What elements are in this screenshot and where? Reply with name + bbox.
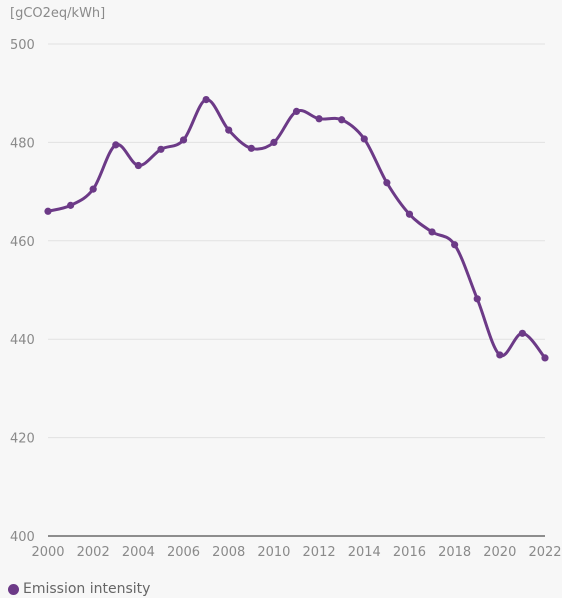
x-tick-label: 2022: [528, 545, 561, 560]
series-line: [46, 98, 547, 360]
data-point: [428, 228, 436, 236]
line-chart-svg: 400 420 440 460 480 500 2000 2002 2004 2006 2008 20…: [10, 38, 562, 560]
data-point: [66, 201, 75, 209]
data-point: [292, 107, 301, 116]
legend-marker-icon: [8, 583, 19, 595]
x-tick-label: 2016: [393, 545, 426, 560]
data-point: [179, 136, 188, 144]
y-axis-unit-label: [gCO2eq/kWh]: [10, 6, 106, 21]
data-point: [202, 95, 210, 104]
y-tick-label: 480: [10, 136, 35, 151]
legend: Emission intensity: [8, 581, 150, 597]
y-tick-label: 400: [10, 530, 35, 545]
data-point: [157, 145, 165, 153]
data-point: [247, 144, 255, 152]
data-point: [496, 351, 504, 359]
y-tick-label: 440: [10, 333, 35, 348]
data-point: [360, 135, 368, 143]
x-tick-label: 2008: [212, 545, 245, 560]
x-tick-label: 2010: [257, 545, 290, 560]
data-point: [405, 210, 414, 218]
x-tick-label: 2000: [31, 545, 64, 560]
data-point: [338, 116, 346, 124]
x-tick-label: 2004: [122, 545, 155, 560]
data-point: [383, 179, 391, 187]
x-tick-label: 2002: [77, 545, 110, 560]
x-tick-label: 2014: [348, 545, 381, 560]
y-tick-label: 500: [10, 38, 35, 53]
data-point: [44, 207, 52, 215]
y-tick-label: 460: [10, 235, 35, 250]
data-point: [134, 161, 142, 170]
x-tick-label: 2012: [303, 545, 336, 560]
data-point: [315, 115, 323, 123]
data-point: [541, 354, 549, 362]
data-point: [112, 141, 120, 149]
data-point: [225, 126, 233, 134]
data-point: [89, 185, 97, 193]
x-tick-label: 2006: [167, 545, 200, 560]
data-point: [270, 138, 278, 146]
data-point: [473, 295, 481, 303]
legend-label: Emission intensity: [23, 581, 151, 597]
x-tick-label: 2020: [483, 545, 516, 560]
x-tick-label: 2018: [438, 545, 471, 560]
data-point: [451, 241, 459, 249]
data-point: [518, 329, 527, 337]
y-tick-label: 420: [10, 432, 35, 447]
